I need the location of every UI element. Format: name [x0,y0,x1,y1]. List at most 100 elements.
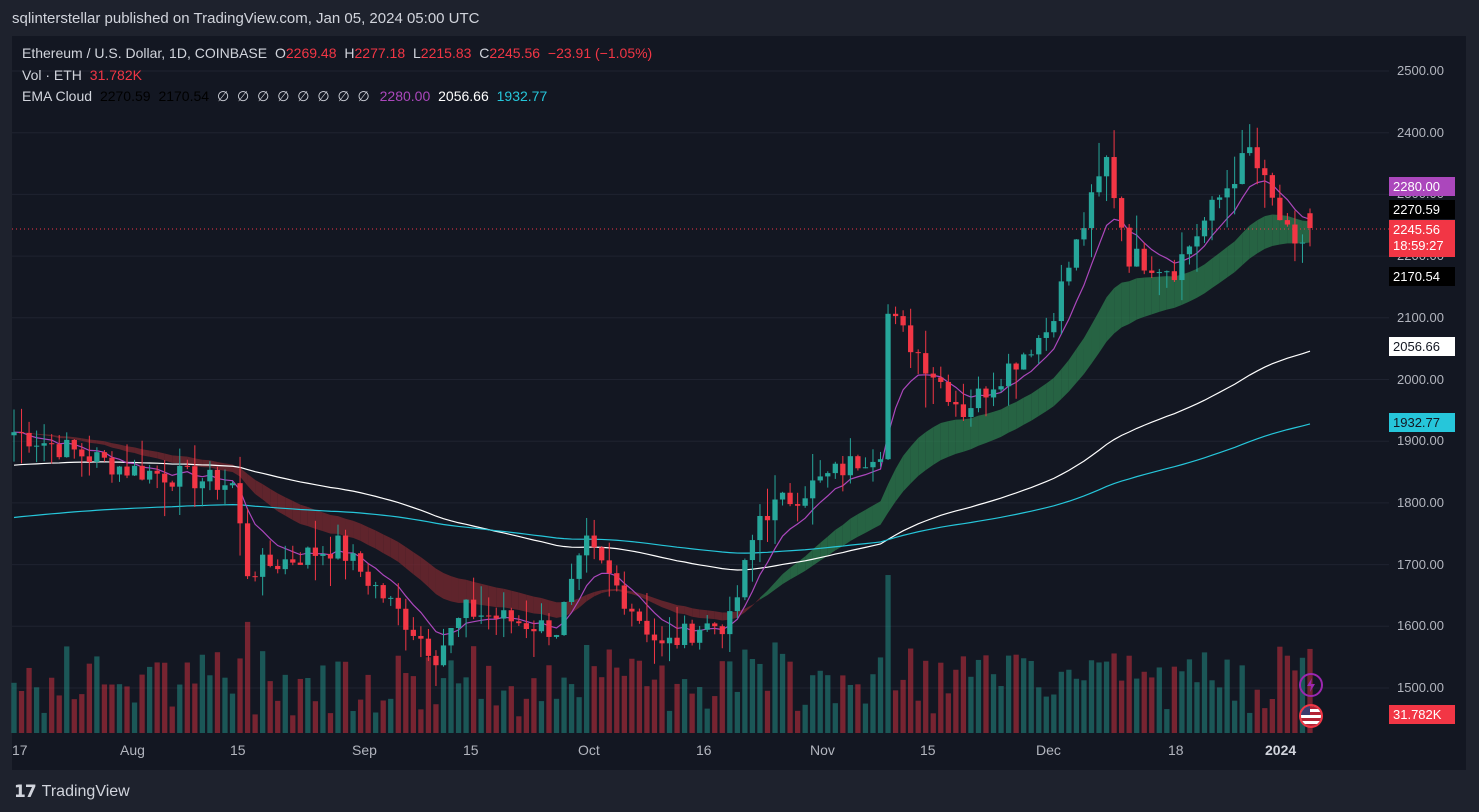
candle-body [847,456,854,476]
cloud-segment [752,597,760,606]
cloud-segment [699,609,708,619]
volume-bar [1103,661,1110,733]
candle-body [870,461,876,468]
volume-bar [154,662,160,733]
cloud-segment [948,419,956,457]
volume-bar [1179,671,1185,733]
cloud-segment [360,523,369,545]
volume-bar [342,661,349,733]
cloud-segment [142,449,150,457]
candle-body [1254,147,1260,169]
volume-bar [297,678,303,733]
volume-bar [1284,655,1291,733]
volume-bar [779,653,786,733]
x-tick-label: 16 [696,742,712,758]
candle-body [651,634,658,641]
chart-panel[interactable] [12,36,1466,770]
volume-bar [282,674,288,733]
volume-tag: 31.782K [1389,705,1455,724]
candle-body [11,432,17,436]
lightning-icon[interactable] [1299,673,1323,697]
cloud-segment [338,516,346,537]
volume-bar [546,665,552,733]
candle-body [124,466,130,476]
cloud-segment [307,507,316,529]
volume-bar [395,655,401,733]
cloud-segment [1031,388,1039,421]
cloud-segment [466,579,474,604]
cloud-segment [315,509,323,532]
cloud-segment [586,591,595,602]
cloud-segment [744,604,753,613]
cloud-segment [986,411,994,444]
cloud-segment [993,409,1002,440]
candle-body [388,597,394,599]
candle-body [433,655,439,666]
cloud-segment [270,488,278,512]
volume-bar [86,663,92,733]
volume-bar [636,660,643,733]
candle-body [320,553,326,556]
volume-bar [892,690,899,733]
cloud-segment [1099,297,1107,353]
cloud-segment [692,608,700,618]
cloud-segment [978,413,986,446]
cloud-segment [277,493,286,516]
x-tick-label: Aug [120,742,145,758]
volume-bar [1028,660,1034,733]
x-tick-label: Nov [810,742,835,758]
volume-bar [425,657,432,733]
cloud-segment [609,588,617,592]
volume-bar [94,656,100,733]
volume-bar [719,661,725,733]
candle-body [71,439,77,450]
volume-bar [71,699,77,733]
cloud-segment [579,594,587,608]
us-flag-icon[interactable] [1299,704,1323,728]
candle-body [855,456,861,469]
last-price-value: 2245.56 [1393,222,1440,237]
volume-bar [222,677,228,733]
volume-bar [455,683,462,733]
cloud-segment [435,568,444,599]
candle-body [734,597,740,612]
candle-body [719,626,725,635]
cloud-segment [292,500,301,525]
volume-bar [930,713,936,733]
ema-label: EMA Cloud [22,88,93,104]
tradingview-logo-icon[interactable]: 𝟭𝟳 [14,782,37,801]
candle-body [606,560,612,574]
cloud-segment [548,600,557,618]
cloud-segment [646,595,655,604]
candle-body [764,516,771,521]
volume-bar [79,694,85,733]
volume-bar [1066,669,1072,733]
cloud-segment [300,504,308,527]
candle-body [169,482,175,487]
cloud-segment [1121,281,1130,328]
volume-bar [968,676,974,733]
volume-bar [727,661,733,733]
cloud-segment [413,552,421,581]
candle-body [802,498,808,506]
cloud-segment [865,505,873,533]
candle-body [990,389,997,398]
volume-bar [651,679,658,733]
cloud-segment [157,451,165,461]
volume-bar [1111,653,1117,733]
x-tick-label: Dec [1036,742,1061,758]
volume-bar [139,674,145,733]
volume-bar [1134,678,1140,733]
cloud-segment [842,518,851,547]
cloud-segment [857,509,866,537]
footer-brand[interactable]: TradingView [41,783,130,800]
cloud-segment [345,518,354,538]
volume-bar [305,677,311,733]
volume-bar [742,649,748,733]
candle-body [832,463,838,474]
cloud-segment [1204,258,1213,294]
candle-body [425,638,432,656]
volume-bar [923,660,929,733]
candle-body [49,443,55,445]
